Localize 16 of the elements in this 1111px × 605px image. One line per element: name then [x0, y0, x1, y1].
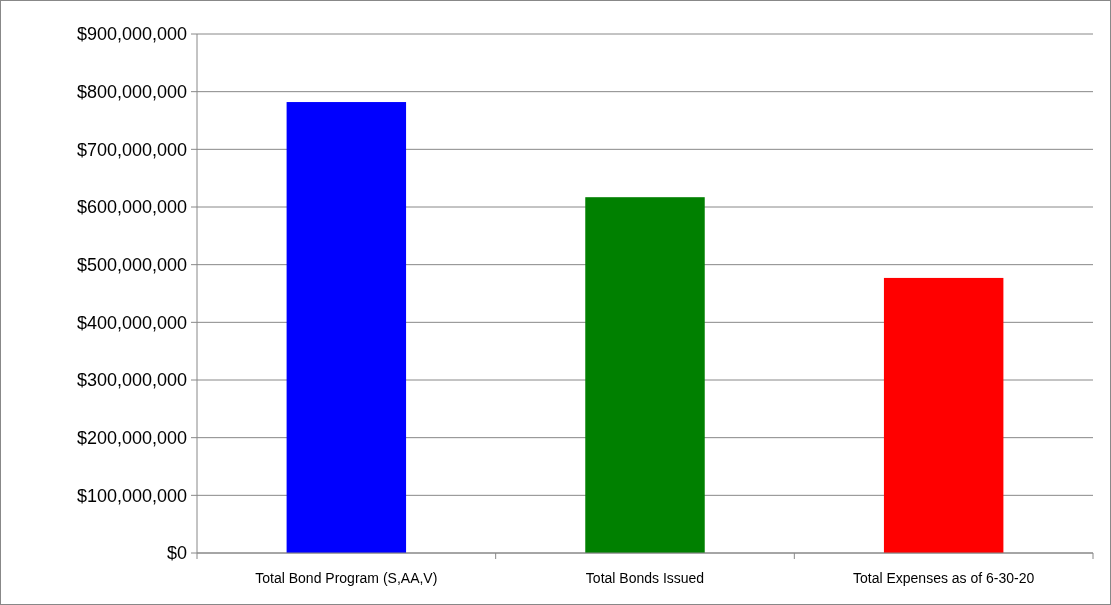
bar	[883, 277, 1004, 553]
y-tick-label: $500,000,000	[76, 254, 187, 275]
bar	[286, 102, 407, 553]
y-tick-label: $900,000,000	[76, 24, 187, 45]
y-tick-label: $100,000,000	[76, 485, 187, 506]
x-tick-label: Total Bonds Issued	[585, 570, 705, 586]
x-tick-label: Total Bond Program (S,AA,V)	[255, 570, 438, 586]
y-tick-label: $400,000,000	[76, 312, 187, 333]
y-tick-label: $200,000,000	[76, 427, 187, 448]
y-tick-label: $600,000,000	[76, 197, 187, 218]
x-tick-label: Total Expenses as of 6-30-20	[852, 570, 1035, 586]
y-tick-label: $0	[166, 543, 187, 564]
bar	[585, 197, 705, 553]
y-tick-label: $800,000,000	[76, 81, 187, 102]
y-tick-label: $700,000,000	[76, 139, 187, 160]
y-tick-label: $300,000,000	[76, 370, 187, 391]
